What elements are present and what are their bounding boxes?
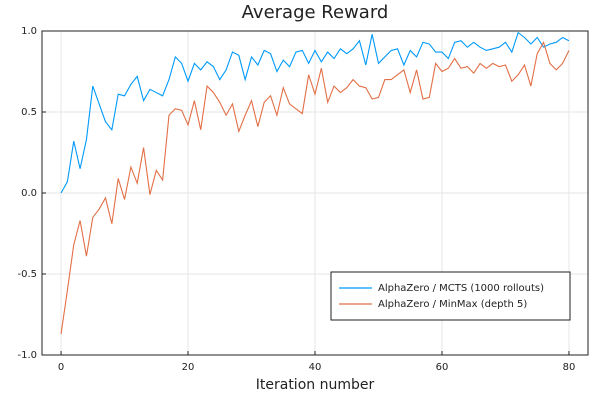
x-tick-label: 20 bbox=[182, 362, 195, 373]
legend-box bbox=[330, 271, 571, 321]
y-tick-label: 0.5 bbox=[21, 107, 37, 118]
x-tick-label: 40 bbox=[309, 362, 322, 373]
legend-label: AlphaZero / MCTS (1000 rollouts) bbox=[378, 283, 544, 294]
plot-frame bbox=[41, 30, 589, 356]
y-tick-label: 1.0 bbox=[21, 26, 37, 37]
x-tick-label: 60 bbox=[436, 362, 449, 373]
y-tick-label: -1.0 bbox=[17, 350, 37, 361]
series-line bbox=[60, 31, 570, 194]
y-tick-label: 0.0 bbox=[21, 188, 37, 199]
series-line bbox=[60, 40, 570, 335]
x-axis-label: Iteration number bbox=[256, 377, 375, 393]
chart-title: Average Reward bbox=[242, 2, 389, 23]
y-tick-label: -0.5 bbox=[17, 269, 37, 280]
x-tick-label: 80 bbox=[563, 362, 576, 373]
legend-label: AlphaZero / MinMax (depth 5) bbox=[378, 299, 527, 310]
x-tick-label: 0 bbox=[58, 362, 64, 373]
